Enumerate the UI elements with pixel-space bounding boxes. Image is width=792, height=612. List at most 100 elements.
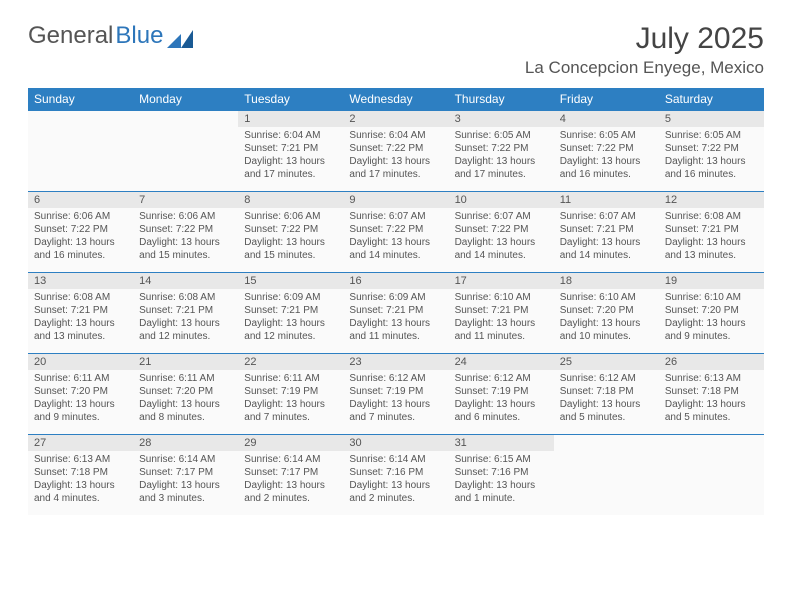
day-cell: Sunrise: 6:11 AMSunset: 7:20 PMDaylight:…: [133, 370, 238, 435]
day-header-sunday: Sunday: [28, 88, 133, 111]
day-number: [659, 435, 764, 452]
sunrise-line: Sunrise: 6:09 AM: [349, 291, 442, 304]
day-number: 27: [28, 435, 133, 452]
day-number: 3: [449, 111, 554, 128]
day-header-tuesday: Tuesday: [238, 88, 343, 111]
sunset-line: Sunset: 7:16 PM: [349, 466, 442, 479]
title-block: July 2025 La Concepcion Enyege, Mexico: [525, 22, 764, 78]
daylight-line: Daylight: 13 hours and 3 minutes.: [139, 479, 232, 505]
week-4-content-row: Sunrise: 6:13 AMSunset: 7:18 PMDaylight:…: [28, 451, 764, 515]
day-number: 13: [28, 273, 133, 290]
sunset-line: Sunset: 7:19 PM: [349, 385, 442, 398]
day-cell: Sunrise: 6:14 AMSunset: 7:17 PMDaylight:…: [238, 451, 343, 515]
sunrise-line: Sunrise: 6:05 AM: [455, 129, 548, 142]
day-cell: Sunrise: 6:11 AMSunset: 7:20 PMDaylight:…: [28, 370, 133, 435]
month-title: July 2025: [525, 22, 764, 56]
sunset-line: Sunset: 7:21 PM: [349, 304, 442, 317]
sunset-line: Sunset: 7:18 PM: [34, 466, 127, 479]
day-header-row: SundayMondayTuesdayWednesdayThursdayFrid…: [28, 88, 764, 111]
day-number: 16: [343, 273, 448, 290]
day-number: 12: [659, 192, 764, 209]
sunset-line: Sunset: 7:22 PM: [455, 142, 548, 155]
day-cell: Sunrise: 6:04 AMSunset: 7:21 PMDaylight:…: [238, 127, 343, 192]
sunset-line: Sunset: 7:19 PM: [455, 385, 548, 398]
day-cell: Sunrise: 6:05 AMSunset: 7:22 PMDaylight:…: [554, 127, 659, 192]
sunset-line: Sunset: 7:20 PM: [665, 304, 758, 317]
sunset-line: Sunset: 7:22 PM: [349, 223, 442, 236]
day-number: 18: [554, 273, 659, 290]
day-number: 9: [343, 192, 448, 209]
day-cell: [554, 451, 659, 515]
day-number: 14: [133, 273, 238, 290]
daylight-line: Daylight: 13 hours and 9 minutes.: [665, 317, 758, 343]
sunrise-line: Sunrise: 6:12 AM: [455, 372, 548, 385]
sunset-line: Sunset: 7:21 PM: [244, 304, 337, 317]
sunrise-line: Sunrise: 6:12 AM: [349, 372, 442, 385]
sunset-line: Sunset: 7:21 PM: [244, 142, 337, 155]
day-number: 11: [554, 192, 659, 209]
sunrise-line: Sunrise: 6:11 AM: [139, 372, 232, 385]
sunset-line: Sunset: 7:18 PM: [560, 385, 653, 398]
daylight-line: Daylight: 13 hours and 12 minutes.: [139, 317, 232, 343]
sunrise-line: Sunrise: 6:08 AM: [665, 210, 758, 223]
daylight-line: Daylight: 13 hours and 10 minutes.: [560, 317, 653, 343]
sunrise-line: Sunrise: 6:14 AM: [139, 453, 232, 466]
daylight-line: Daylight: 13 hours and 9 minutes.: [34, 398, 127, 424]
day-number: 10: [449, 192, 554, 209]
sunrise-line: Sunrise: 6:12 AM: [560, 372, 653, 385]
daylight-line: Daylight: 13 hours and 16 minutes.: [34, 236, 127, 262]
day-cell: Sunrise: 6:08 AMSunset: 7:21 PMDaylight:…: [659, 208, 764, 273]
day-number: 30: [343, 435, 448, 452]
day-number: 29: [238, 435, 343, 452]
day-cell: [659, 451, 764, 515]
sunrise-line: Sunrise: 6:08 AM: [139, 291, 232, 304]
day-cell: Sunrise: 6:05 AMSunset: 7:22 PMDaylight:…: [659, 127, 764, 192]
day-cell: Sunrise: 6:13 AMSunset: 7:18 PMDaylight:…: [659, 370, 764, 435]
daylight-line: Daylight: 13 hours and 13 minutes.: [665, 236, 758, 262]
day-cell: Sunrise: 6:09 AMSunset: 7:21 PMDaylight:…: [238, 289, 343, 354]
daylight-line: Daylight: 13 hours and 12 minutes.: [244, 317, 337, 343]
daylight-line: Daylight: 13 hours and 2 minutes.: [244, 479, 337, 505]
daylight-line: Daylight: 13 hours and 17 minutes.: [349, 155, 442, 181]
day-number: 7: [133, 192, 238, 209]
sunset-line: Sunset: 7:22 PM: [560, 142, 653, 155]
sunrise-line: Sunrise: 6:11 AM: [34, 372, 127, 385]
sunset-line: Sunset: 7:19 PM: [244, 385, 337, 398]
day-number: 17: [449, 273, 554, 290]
week-1-content-row: Sunrise: 6:06 AMSunset: 7:22 PMDaylight:…: [28, 208, 764, 273]
day-cell: Sunrise: 6:10 AMSunset: 7:20 PMDaylight:…: [554, 289, 659, 354]
day-number: 25: [554, 354, 659, 371]
day-cell: Sunrise: 6:10 AMSunset: 7:20 PMDaylight:…: [659, 289, 764, 354]
sunrise-line: Sunrise: 6:06 AM: [139, 210, 232, 223]
calendar-page: GeneralBlue July 2025 La Concepcion Enye…: [0, 0, 792, 515]
sunset-line: Sunset: 7:20 PM: [34, 385, 127, 398]
week-0-content-row: Sunrise: 6:04 AMSunset: 7:21 PMDaylight:…: [28, 127, 764, 192]
sunrise-line: Sunrise: 6:13 AM: [665, 372, 758, 385]
daylight-line: Daylight: 13 hours and 7 minutes.: [244, 398, 337, 424]
sunset-line: Sunset: 7:22 PM: [455, 223, 548, 236]
week-0-num-row: 12345: [28, 111, 764, 128]
day-cell: Sunrise: 6:05 AMSunset: 7:22 PMDaylight:…: [449, 127, 554, 192]
sunset-line: Sunset: 7:21 PM: [455, 304, 548, 317]
day-number: [28, 111, 133, 128]
sunrise-line: Sunrise: 6:10 AM: [560, 291, 653, 304]
sunset-line: Sunset: 7:22 PM: [665, 142, 758, 155]
day-cell: Sunrise: 6:07 AMSunset: 7:22 PMDaylight:…: [343, 208, 448, 273]
day-number: 21: [133, 354, 238, 371]
day-number: 5: [659, 111, 764, 128]
sunset-line: Sunset: 7:22 PM: [34, 223, 127, 236]
sunrise-line: Sunrise: 6:14 AM: [244, 453, 337, 466]
day-cell: Sunrise: 6:06 AMSunset: 7:22 PMDaylight:…: [133, 208, 238, 273]
sunrise-line: Sunrise: 6:09 AM: [244, 291, 337, 304]
sunrise-line: Sunrise: 6:07 AM: [349, 210, 442, 223]
day-cell: [133, 127, 238, 192]
daylight-line: Daylight: 13 hours and 2 minutes.: [349, 479, 442, 505]
day-number: 24: [449, 354, 554, 371]
sunset-line: Sunset: 7:21 PM: [34, 304, 127, 317]
sunset-line: Sunset: 7:21 PM: [139, 304, 232, 317]
day-cell: Sunrise: 6:14 AMSunset: 7:17 PMDaylight:…: [133, 451, 238, 515]
day-cell: Sunrise: 6:15 AMSunset: 7:16 PMDaylight:…: [449, 451, 554, 515]
sunset-line: Sunset: 7:18 PM: [665, 385, 758, 398]
daylight-line: Daylight: 13 hours and 6 minutes.: [455, 398, 548, 424]
sunset-line: Sunset: 7:16 PM: [455, 466, 548, 479]
